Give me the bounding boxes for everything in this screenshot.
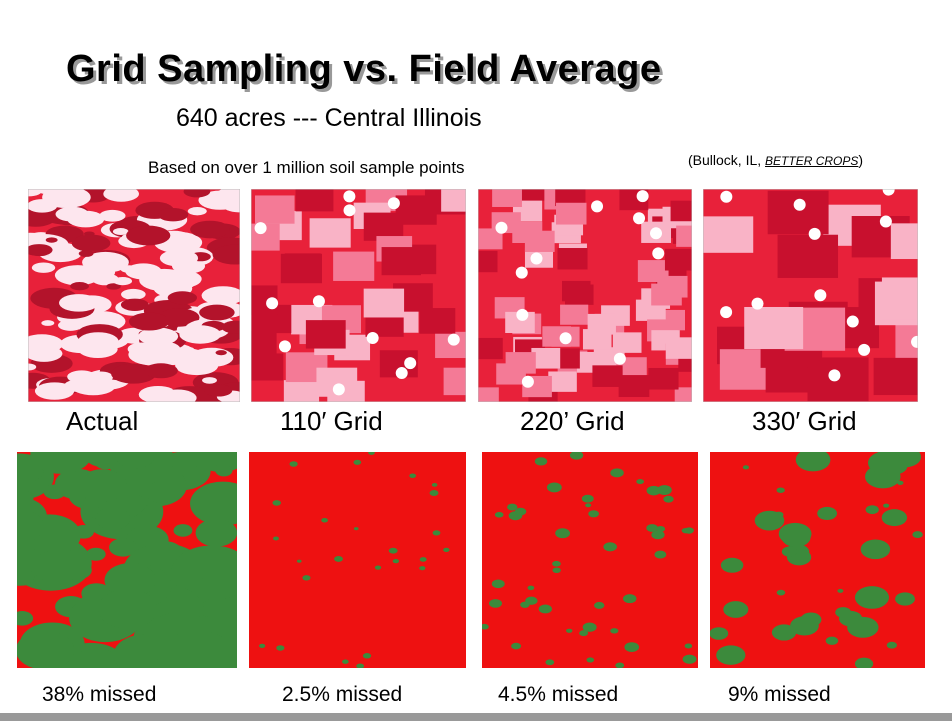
missed-label: 2.5% missed <box>282 683 402 707</box>
title: Grid Sampling vs. Field Average <box>66 48 662 91</box>
map-label: Actual <box>66 406 138 437</box>
map-label: 110′ Grid <box>280 406 383 437</box>
missed-label: 4.5% missed <box>498 683 618 707</box>
note: Based on over 1 million soil sample poin… <box>148 158 465 178</box>
soil-map <box>478 189 692 402</box>
source-publication: BETTER CROPS <box>765 154 858 168</box>
subtitle: 640 acres --- Central Illinois <box>176 104 482 133</box>
source-prefix: (Bullock, IL, <box>688 152 765 168</box>
missed-map <box>710 452 925 668</box>
soil-map <box>28 189 240 402</box>
soil-map <box>703 189 918 402</box>
slide: Grid Sampling vs. Field Average 640 acre… <box>0 0 952 721</box>
source: (Bullock, IL, BETTER CROPS) <box>688 152 863 168</box>
missed-map <box>482 452 698 668</box>
missed-map <box>249 452 466 668</box>
source-suffix: ) <box>858 152 863 168</box>
missed-label: 38% missed <box>42 683 156 707</box>
missed-label: 9% missed <box>728 683 831 707</box>
map-label: 330′ Grid <box>752 406 857 437</box>
missed-map <box>17 452 237 668</box>
map-label: 220’ Grid <box>520 406 625 437</box>
footer-bar <box>0 713 952 721</box>
soil-map <box>251 189 466 402</box>
